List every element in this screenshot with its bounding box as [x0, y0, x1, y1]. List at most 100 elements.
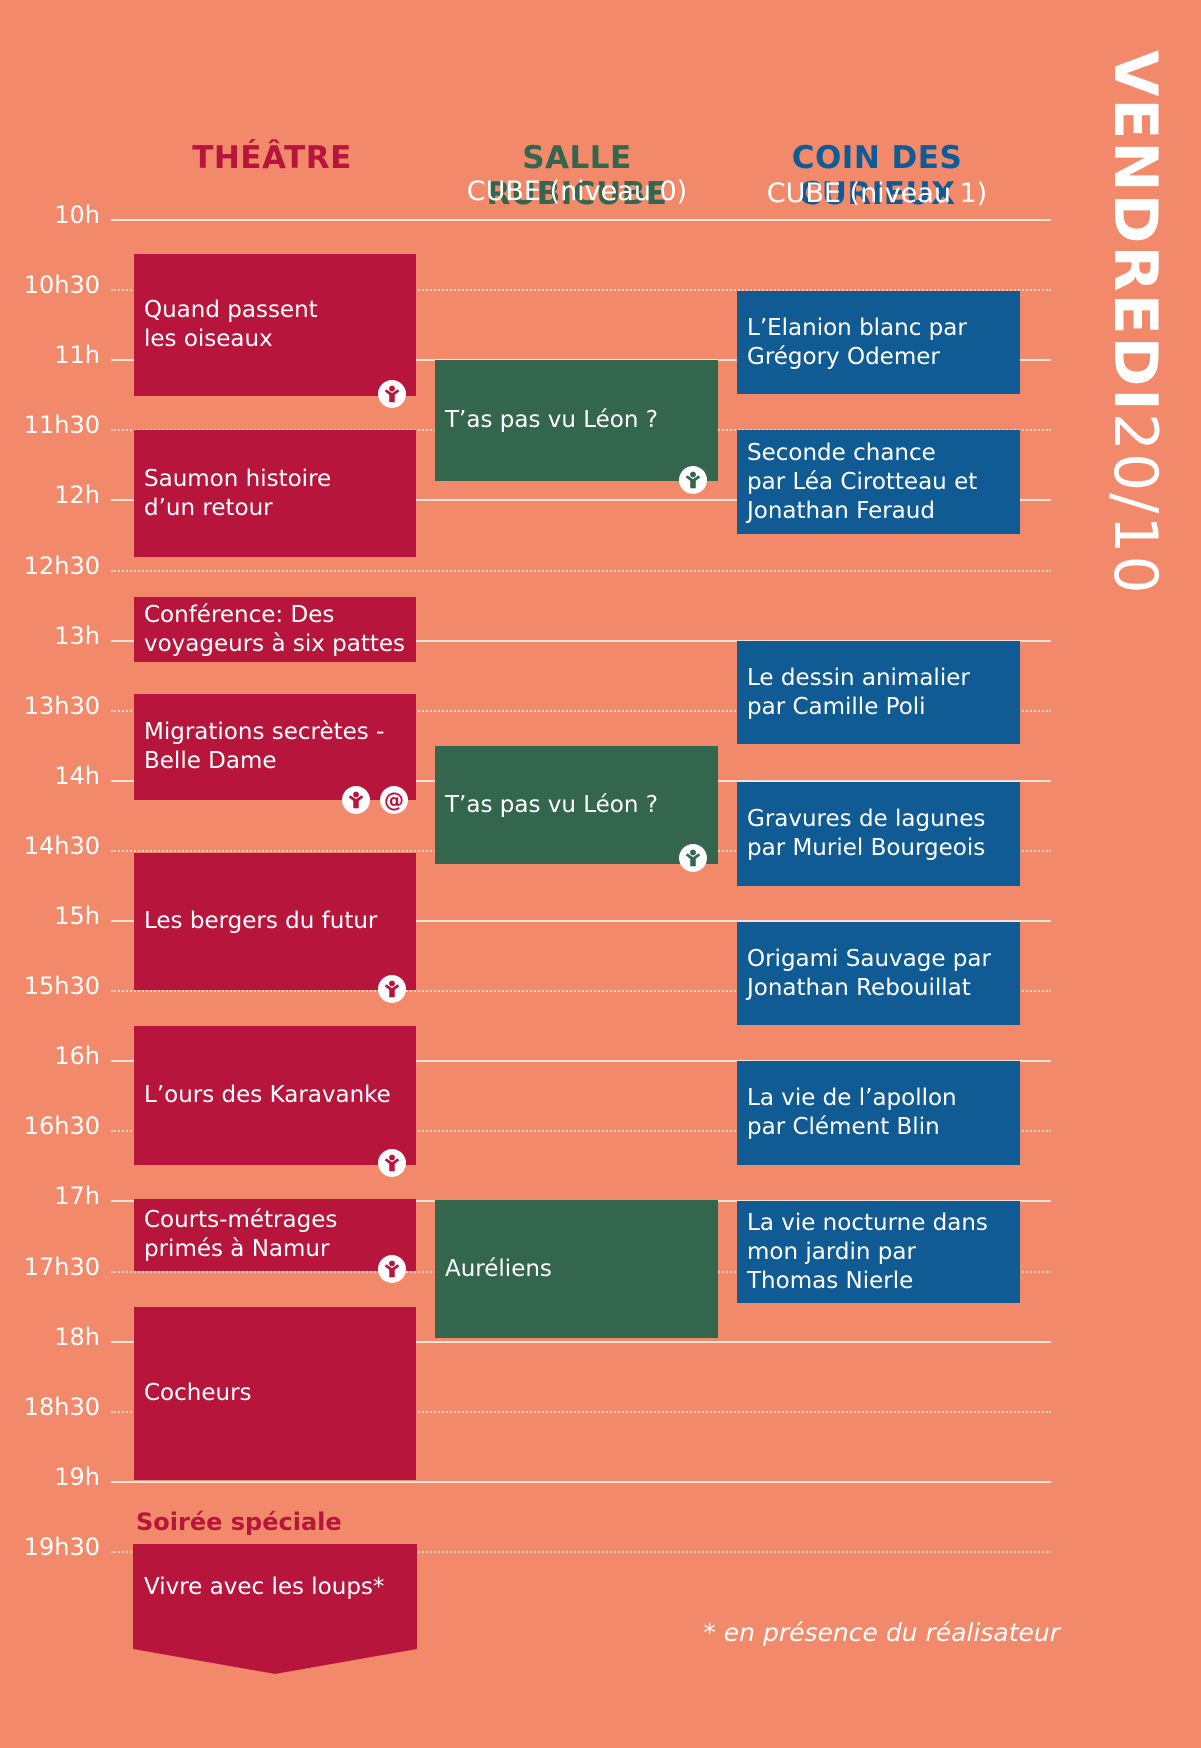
family-icon [378, 380, 406, 408]
event-line: T’as pas vu Léon ? [445, 791, 658, 818]
column-title-curieux: COIN DES CURIEUX [791, 140, 963, 212]
grid-line [111, 289, 1051, 291]
time-label: 14h30 [23, 832, 100, 860]
event-theatre-1[interactable]: Quand passent les oiseaux [134, 254, 416, 396]
event-theatre-3[interactable]: Conférence: Des voyageurs à six pattes [134, 597, 416, 662]
event-line: voyageurs à six pattes [144, 630, 406, 657]
grid-line [111, 710, 1051, 712]
event-curieux-1[interactable]: L’Elanion blanc par Grégory Odemer [737, 291, 1020, 394]
online-at-icon: @ [380, 786, 408, 814]
event-curieux-7[interactable]: La vie nocturne dans mon jardin par Thomas… [737, 1201, 1020, 1303]
day-label: VENDREDI20/10 [1100, 50, 1170, 596]
column-subtitle-curieux: CUBE (niveau 1) [766, 178, 988, 209]
event-line: T’as pas vu Léon ? [445, 407, 658, 433]
event-line: Quand passent [144, 297, 318, 323]
event-line: Thomas Nierle [747, 1267, 914, 1294]
event-curieux-2[interactable]: Seconde chance par Léa Cirotteau et Jonath… [737, 430, 1020, 534]
column-subtitle-rubicube: CUBE (niveau 0) [466, 176, 688, 207]
grid-line [111, 499, 1051, 501]
event-line: les oiseaux [144, 326, 273, 352]
event-line: Les bergers du futur [144, 908, 378, 934]
grid-line [111, 1551, 1051, 1553]
time-label: 16h [54, 1042, 100, 1070]
event-line: Grégory Odemer [747, 343, 940, 370]
event-rubicube-1[interactable]: T’as pas vu Léon ? [435, 360, 718, 481]
event-theatre-8[interactable]: Cocheurs [134, 1307, 416, 1480]
footnote: * en présence du réalisateur [703, 1618, 1060, 1647]
event-line: Conférence: Des [144, 601, 335, 628]
event-theatre-4[interactable]: Migrations secrètes - Belle Dame [134, 694, 416, 800]
event-curieux-5[interactable]: Origami Sauvage par Jonathan Rebouillat [737, 922, 1020, 1025]
day-date: 20/10 [1100, 412, 1170, 596]
event-line: d’un retour [144, 494, 273, 521]
family-icon [679, 844, 707, 872]
event-line: par Muriel Bourgeois [747, 835, 986, 861]
event-line: par Camille Poli [747, 693, 926, 720]
event-line: Migrations secrètes - [144, 719, 385, 745]
time-label: 19h [54, 1463, 100, 1491]
event-line: Origami Sauvage par [747, 945, 991, 972]
event-line: Jonathan Rebouillat [747, 974, 971, 1001]
family-icon [378, 1255, 406, 1283]
soiree-label: Soirée spéciale [136, 1508, 342, 1536]
grid-line [111, 219, 1051, 221]
time-label: 11h [54, 341, 100, 369]
family-icon [342, 786, 370, 814]
family-icon [679, 466, 707, 494]
event-line: Belle Dame [144, 748, 277, 774]
event-line: La vie de l’apollon [747, 1085, 957, 1111]
event-line: Courts-métrages [144, 1207, 338, 1233]
event-line: primés à Namur [144, 1236, 330, 1262]
day-name: VENDREDI [1100, 50, 1170, 413]
event-line: mon jardin par [747, 1238, 916, 1265]
time-label: 17h [54, 1182, 100, 1210]
event-line: Saumon histoire [144, 465, 332, 492]
event-curieux-4[interactable]: Gravures de lagunes par Muriel Bourgeois [737, 782, 1020, 886]
family-icon [378, 1149, 406, 1177]
grid-line [111, 570, 1051, 572]
family-icon [378, 975, 406, 1003]
column-title-theatre: THÉÂTRE [192, 140, 352, 176]
time-label: 19h30 [23, 1533, 100, 1561]
event-line: L’ours des Karavanke [144, 1082, 391, 1108]
grid-line [111, 1341, 1051, 1343]
time-label: 11h30 [23, 411, 100, 439]
time-label: 10h30 [23, 271, 100, 299]
time-label: 17h30 [23, 1253, 100, 1281]
time-label: 14h [54, 762, 100, 790]
column-title-rubicube: SALLE RUBICUBE [486, 140, 668, 212]
event-rubicube-3[interactable]: Auréliens [435, 1200, 718, 1338]
event-line: par Clément Blin [747, 1114, 940, 1140]
grid-line [111, 1130, 1051, 1132]
time-label: 18h [54, 1323, 100, 1351]
time-label: 15h [54, 902, 100, 930]
event-theatre-6[interactable]: L’ours des Karavanke [134, 1026, 416, 1165]
event-theatre-special-shape[interactable] [133, 1544, 417, 1674]
event-curieux-3[interactable]: Le dessin animalier par Camille Poli [737, 641, 1020, 744]
grid-line [111, 920, 1051, 922]
time-label: 12h30 [23, 552, 100, 580]
event-line: Cocheurs [144, 1380, 252, 1406]
time-label: 18h30 [23, 1393, 100, 1421]
time-label: 13h [54, 622, 100, 650]
time-label: 15h30 [23, 972, 100, 1000]
event-rubicube-2[interactable]: T’as pas vu Léon ? [435, 746, 718, 864]
grid-line [111, 1060, 1051, 1062]
event-theatre-5[interactable]: Les bergers du futur [134, 853, 416, 990]
time-label: 16h30 [23, 1112, 100, 1140]
event-line: Le dessin animalier [747, 664, 970, 691]
event-theatre-special[interactable]: Vivre avec les loups* [134, 1544, 416, 1630]
event-curieux-6[interactable]: La vie de l’apollon par Clément Blin [737, 1061, 1020, 1165]
event-line: Seconde chance [747, 439, 936, 466]
event-line: Gravures de lagunes [747, 806, 986, 832]
event-line: Vivre avec les loups* [144, 1573, 385, 1600]
event-theatre-2[interactable]: Saumon histoire d’un retour [134, 430, 416, 557]
event-line: Jonathan Feraud [747, 497, 935, 524]
time-label: 13h30 [23, 692, 100, 720]
event-line: La vie nocturne dans [747, 1209, 988, 1236]
event-theatre-7[interactable]: Courts-métrages primés à Namur [134, 1199, 416, 1271]
time-label: 10h [54, 201, 100, 229]
grid-line [111, 1411, 1051, 1413]
time-label: 12h [54, 481, 100, 509]
